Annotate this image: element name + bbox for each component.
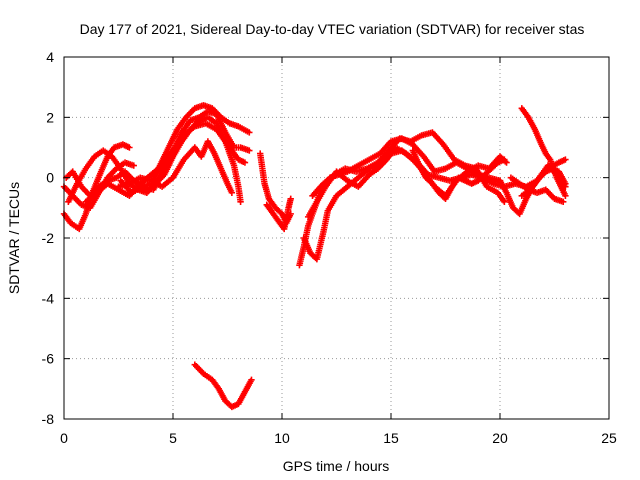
data-point	[248, 376, 255, 383]
x-tick-label: 25	[601, 430, 617, 446]
y-tick-label: 4	[46, 49, 54, 65]
y-tick-labels: -8 -6 -4 -2 0 2 4	[42, 49, 55, 427]
data-point	[228, 189, 236, 196]
series-track-6	[115, 138, 236, 196]
x-tick-labels: 0 5 10 15 20 25	[60, 430, 617, 446]
y-tick-label: 2	[46, 109, 54, 125]
data-point	[130, 162, 137, 169]
x-tick-label: 20	[492, 430, 508, 446]
series-track-10	[263, 195, 294, 233]
data-point	[560, 198, 567, 205]
data-point	[246, 147, 253, 154]
data-point	[562, 183, 569, 190]
series-track-7	[117, 108, 253, 196]
series-track-15	[409, 147, 508, 202]
data-point	[246, 129, 253, 136]
series-track-11	[296, 135, 504, 269]
data-point	[241, 159, 249, 166]
data-point	[562, 192, 569, 199]
y-tick-label: -4	[42, 290, 55, 306]
y-tick-label: -2	[42, 230, 55, 246]
axis-ticks	[63, 56, 610, 420]
grid-lines	[64, 57, 609, 419]
y-tick-label: -6	[42, 351, 55, 367]
x-tick-label: 15	[383, 430, 399, 446]
data-point	[237, 198, 244, 205]
data-point	[501, 156, 508, 163]
y-axis-label: SDTVAR / TECUs	[6, 182, 22, 294]
series-track-8	[191, 361, 255, 411]
y-tick-label: 0	[46, 170, 54, 186]
y-tick-label: -8	[42, 411, 55, 427]
x-tick-label: 0	[60, 430, 68, 446]
x-tick-label: 10	[274, 430, 290, 446]
x-axis-label: GPS time / hours	[283, 458, 390, 474]
data-point	[501, 198, 508, 205]
data-points	[60, 102, 569, 411]
data-point	[562, 156, 569, 163]
series-track-12	[300, 147, 510, 263]
data-point	[126, 144, 133, 151]
series-track-13	[304, 144, 569, 221]
series-track-19	[518, 162, 569, 199]
chart-title: Day 177 of 2021, Sidereal Day-to-day VTE…	[80, 21, 585, 37]
x-tick-label: 5	[169, 430, 177, 446]
data-point	[287, 195, 294, 202]
